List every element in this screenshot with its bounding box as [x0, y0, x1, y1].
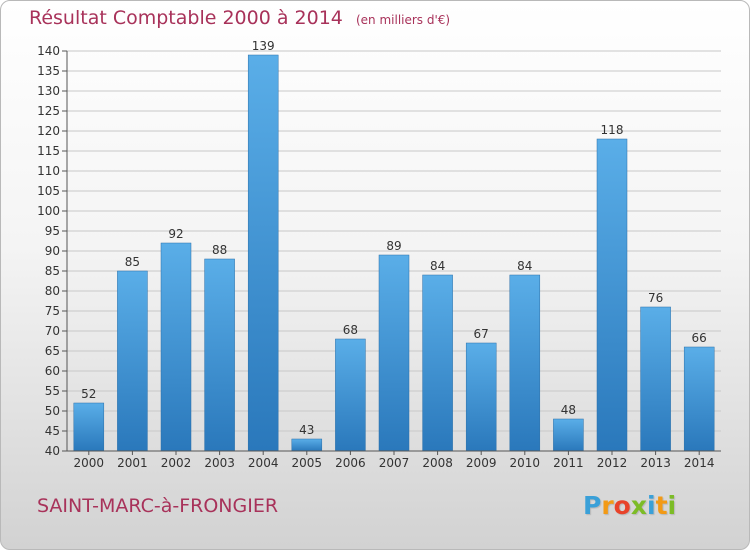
- bar-value-label: 92: [168, 227, 183, 241]
- bar-value-label: 84: [517, 259, 532, 273]
- y-tick-label: 70: [45, 324, 60, 338]
- y-tick-label: 45: [45, 424, 60, 438]
- chart-title: Résultat Comptable 2000 à 2014 (en milli…: [29, 7, 450, 29]
- bar-value-label: 139: [252, 39, 275, 53]
- y-tick-label: 110: [37, 164, 60, 178]
- bar-value-label: 52: [81, 387, 96, 401]
- bar-2010: [509, 274, 541, 452]
- bar-value-label: 68: [343, 323, 358, 337]
- bar-value-label: 48: [561, 403, 576, 417]
- bar-2008: [422, 274, 453, 452]
- bar-value-label: 84: [430, 259, 445, 273]
- bar-value-label: 118: [601, 123, 624, 137]
- y-tick-label: 95: [45, 224, 60, 238]
- axes: [62, 50, 721, 455]
- x-tick-label: 2003: [204, 456, 235, 470]
- bar-2014: [683, 346, 715, 452]
- y-tick-label: 100: [37, 204, 60, 218]
- bar-value-label: 85: [125, 255, 140, 269]
- x-tick-label: 2006: [335, 456, 366, 470]
- bar-2002: [160, 242, 192, 452]
- bar-2004: [247, 54, 279, 452]
- bar-2003: [204, 258, 235, 452]
- y-tick-label: 125: [37, 104, 60, 118]
- logo-letter: i: [667, 491, 677, 520]
- x-tick-label: 2012: [597, 456, 628, 470]
- y-tick-label: 105: [37, 184, 60, 198]
- y-tick-label: 130: [37, 84, 60, 98]
- x-tick-label: 2004: [248, 456, 279, 470]
- bar-2013: [640, 306, 671, 452]
- bar-value-label: 89: [386, 239, 401, 253]
- y-tick-label: 85: [45, 264, 60, 278]
- y-tick-label: 75: [45, 304, 60, 318]
- bar-value-label: 43: [299, 423, 314, 437]
- bars: [73, 54, 715, 452]
- bar-2007: [378, 254, 410, 452]
- bar-2000: [73, 402, 105, 452]
- y-tick-label: 135: [37, 64, 60, 78]
- bar-2011: [553, 418, 584, 452]
- x-tick-label: 2005: [292, 456, 323, 470]
- bar-value-label: 67: [474, 327, 489, 341]
- logo-letter: x: [630, 491, 647, 520]
- y-tick-label: 65: [45, 344, 60, 358]
- logo-letter: o: [613, 491, 631, 520]
- bar-value-label: 88: [212, 243, 227, 257]
- x-tick-label: 2007: [379, 456, 410, 470]
- x-tick-label: 2013: [640, 456, 671, 470]
- bar-value-label: 76: [648, 291, 663, 305]
- x-tick-label: 2008: [422, 456, 453, 470]
- title-main: Résultat Comptable 2000 à 2014: [29, 7, 343, 29]
- x-tick-label: 2011: [553, 456, 584, 470]
- y-tick-label: 55: [45, 384, 60, 398]
- logo-letter: r: [601, 491, 614, 520]
- x-tick-label: 2002: [161, 456, 192, 470]
- bar-2005: [291, 438, 323, 452]
- labels: 40 45 50 55 60 65 70 75 80 85 90 95 100 105 110 115 120 1…: [37, 39, 714, 470]
- proxiti-logo: Proxiti: [583, 491, 676, 520]
- y-tick-label: 120: [37, 124, 60, 138]
- x-tick-label: 2014: [684, 456, 715, 470]
- x-tick-label: 2001: [117, 456, 148, 470]
- x-tick-label: 2009: [466, 456, 497, 470]
- bar-2009: [465, 342, 497, 452]
- logo-letter: i: [647, 491, 656, 520]
- title-unit: (en milliers d'€): [355, 13, 451, 27]
- y-tick-label: 40: [45, 444, 60, 458]
- y-tick-label: 60: [45, 364, 60, 378]
- y-tick-label: 115: [37, 144, 60, 158]
- y-tick-label: 80: [45, 284, 60, 298]
- x-tick-label: 2000: [74, 456, 105, 470]
- y-tick-label: 50: [45, 404, 60, 418]
- bar-2001: [117, 270, 148, 452]
- y-tick-label: 140: [37, 44, 60, 58]
- commune-name: SAINT-MARC-à-FRONGIER: [37, 495, 279, 517]
- bar-2006: [335, 338, 366, 452]
- y-tick-label: 90: [45, 244, 60, 258]
- bar-2012: [596, 138, 628, 452]
- logo-letter: P: [583, 491, 602, 520]
- x-tick-label: 2010: [510, 456, 541, 470]
- bar-value-label: 66: [692, 331, 707, 345]
- logo-letter: t: [655, 491, 668, 520]
